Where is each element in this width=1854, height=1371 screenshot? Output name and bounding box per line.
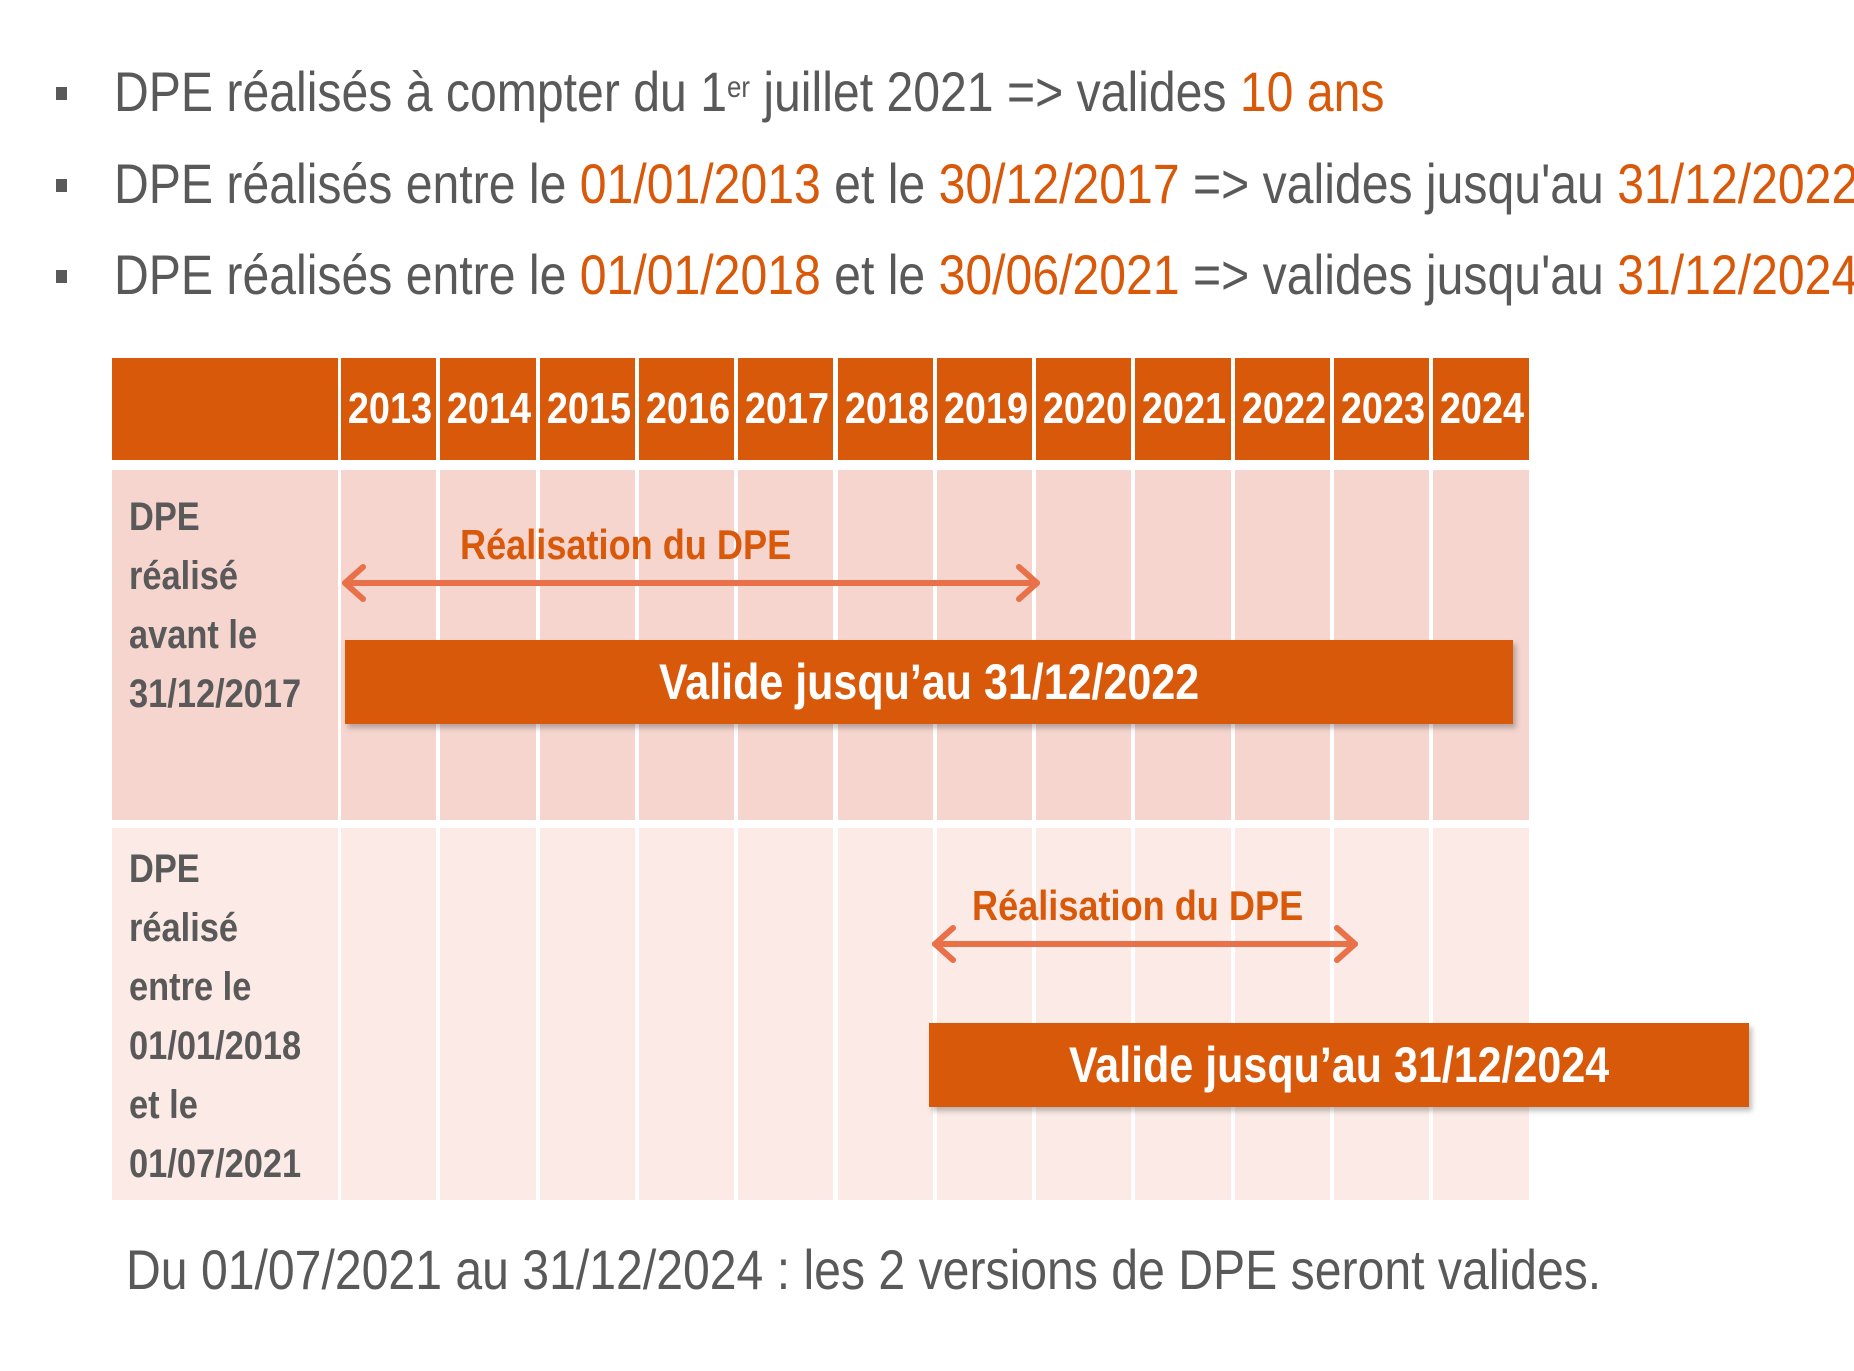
year-cell (440, 828, 536, 1200)
bullet-square-icon (56, 87, 67, 100)
year-cell (1135, 828, 1231, 1200)
bullet-text: DPE réalisés à compter du 1er juillet 20… (114, 57, 1591, 127)
highlight-text: 01/01/2013 (579, 152, 821, 215)
year-cell (341, 828, 437, 1200)
row-label-cell: DPE réalisé entre le 01/01/2018 et le 01… (112, 828, 338, 1200)
year-cell (539, 828, 635, 1200)
highlight-text: 01/01/2018 (579, 243, 821, 306)
highlight-text: 30/06/2021 (938, 243, 1180, 306)
year-label: 2013 (347, 384, 433, 433)
bullet-item: DPE réalisés entre le 01/01/2018 et le 3… (56, 240, 1854, 310)
year-label: 2023 (1340, 384, 1426, 433)
year-label: 2020 (1042, 384, 1128, 433)
year-cell (1433, 828, 1529, 1200)
bullet-text-part: DPE réalisés entre le (114, 152, 580, 215)
year-header-cell: 2021 (1135, 358, 1231, 460)
bullet-text-part: => valides jusqu'au (1179, 243, 1618, 306)
row-label-line: réalisé (129, 554, 239, 598)
row-label: DPE réalisé entre le 01/01/2018 et le 01… (129, 840, 329, 1194)
highlight-text: 31/12/2022 (1617, 152, 1854, 215)
row-label-cell: DPE réalisé avant le 31/12/2017 (112, 470, 338, 820)
bullet-item: DPE réalisés entre le 01/01/2013 et le 3… (56, 149, 1854, 219)
year-label: 2017 (745, 384, 830, 433)
bullet-square-icon (56, 179, 67, 192)
row-label-line: avant le (129, 613, 258, 657)
bullet-text-part: => valides jusqu'au (1179, 152, 1618, 215)
year-label: 2022 (1241, 384, 1326, 433)
realisation-label: Réalisation du DPE (972, 882, 1304, 929)
year-label: 2021 (1142, 384, 1227, 433)
year-cell (1234, 828, 1330, 1200)
realisation-double-arrow-icon (932, 925, 1358, 963)
row-label-line: et le (129, 1083, 198, 1127)
bullet-square-icon (56, 270, 67, 283)
row-label-line: 01/07/2021 (129, 1142, 302, 1186)
highlight-text: 30/12/2017 (938, 152, 1180, 215)
year-header-cell: 2013 (341, 358, 437, 460)
year-label: 2018 (844, 384, 929, 433)
year-header-cell: 2014 (440, 358, 536, 460)
year-cell (638, 828, 735, 1200)
year-label: 2019 (943, 384, 1028, 433)
highlight-text: 10 ans (1239, 60, 1385, 123)
validity-timeline-table: 2013 2014 2015 2016 2017 2018 2019 2020 2021 2022… (112, 358, 1751, 1200)
bullet-text-part: et le (820, 243, 939, 306)
year-header-cell: 2019 (936, 358, 1033, 460)
row-label-line: DPE (129, 495, 200, 539)
year-header-cell: 2022 (1234, 358, 1330, 460)
row-label: DPE réalisé avant le 31/12/2017 (129, 488, 329, 724)
row-label-line: 31/12/2017 (129, 672, 302, 716)
year-label: 2024 (1440, 384, 1525, 433)
year-cell (837, 828, 933, 1200)
year-cell (1334, 828, 1430, 1200)
year-label: 2016 (645, 384, 730, 433)
bullet-text-part: er (726, 71, 750, 104)
year-header-cell: 2017 (738, 358, 834, 460)
row-label-line: 01/01/2018 (129, 1024, 302, 1068)
footer-note: Du 01/07/2021 au 31/12/2024 : les 2 vers… (126, 1238, 1602, 1301)
year-header-cell: 2023 (1334, 358, 1430, 460)
bullet-text-part: juillet 2021 => valides (749, 60, 1240, 123)
row-label-line: entre le (129, 965, 252, 1009)
bullet-text-part: et le (820, 152, 939, 215)
year-label: 2014 (447, 384, 532, 433)
year-label: 2015 (546, 384, 631, 433)
year-header-cell: 2015 (539, 358, 635, 460)
row-label-line: réalisé (129, 906, 239, 950)
highlight-text: 31/12/2024 (1617, 243, 1854, 306)
year-header-cell: 2024 (1433, 358, 1529, 460)
validity-bar: Valide jusqu’au 31/12/2024 (929, 1023, 1749, 1107)
bullet-text-part: DPE réalisés à compter du 1 (114, 60, 727, 123)
year-header-cell: 2020 (1036, 358, 1132, 460)
bullet-item: DPE réalisés à compter du 1er juillet 20… (56, 57, 1854, 127)
realisation-label: Réalisation du DPE (460, 521, 792, 568)
year-header-cell: 2018 (837, 358, 933, 460)
year-header-cell: 2016 (638, 358, 735, 460)
header-corner-cell (112, 358, 338, 460)
bullet-text: DPE réalisés entre le 01/01/2018 et le 3… (114, 240, 1854, 310)
row-label-line: DPE (129, 847, 200, 891)
realisation-double-arrow-icon (342, 564, 1040, 602)
bullet-text-part: DPE réalisés entre le (114, 243, 580, 306)
year-cell (936, 828, 1033, 1200)
bullet-text: DPE réalisés entre le 01/01/2013 et le 3… (114, 149, 1854, 219)
year-cell (738, 828, 834, 1200)
year-cell (1036, 828, 1132, 1200)
validity-bar: Valide jusqu’au 31/12/2022 (345, 640, 1513, 724)
